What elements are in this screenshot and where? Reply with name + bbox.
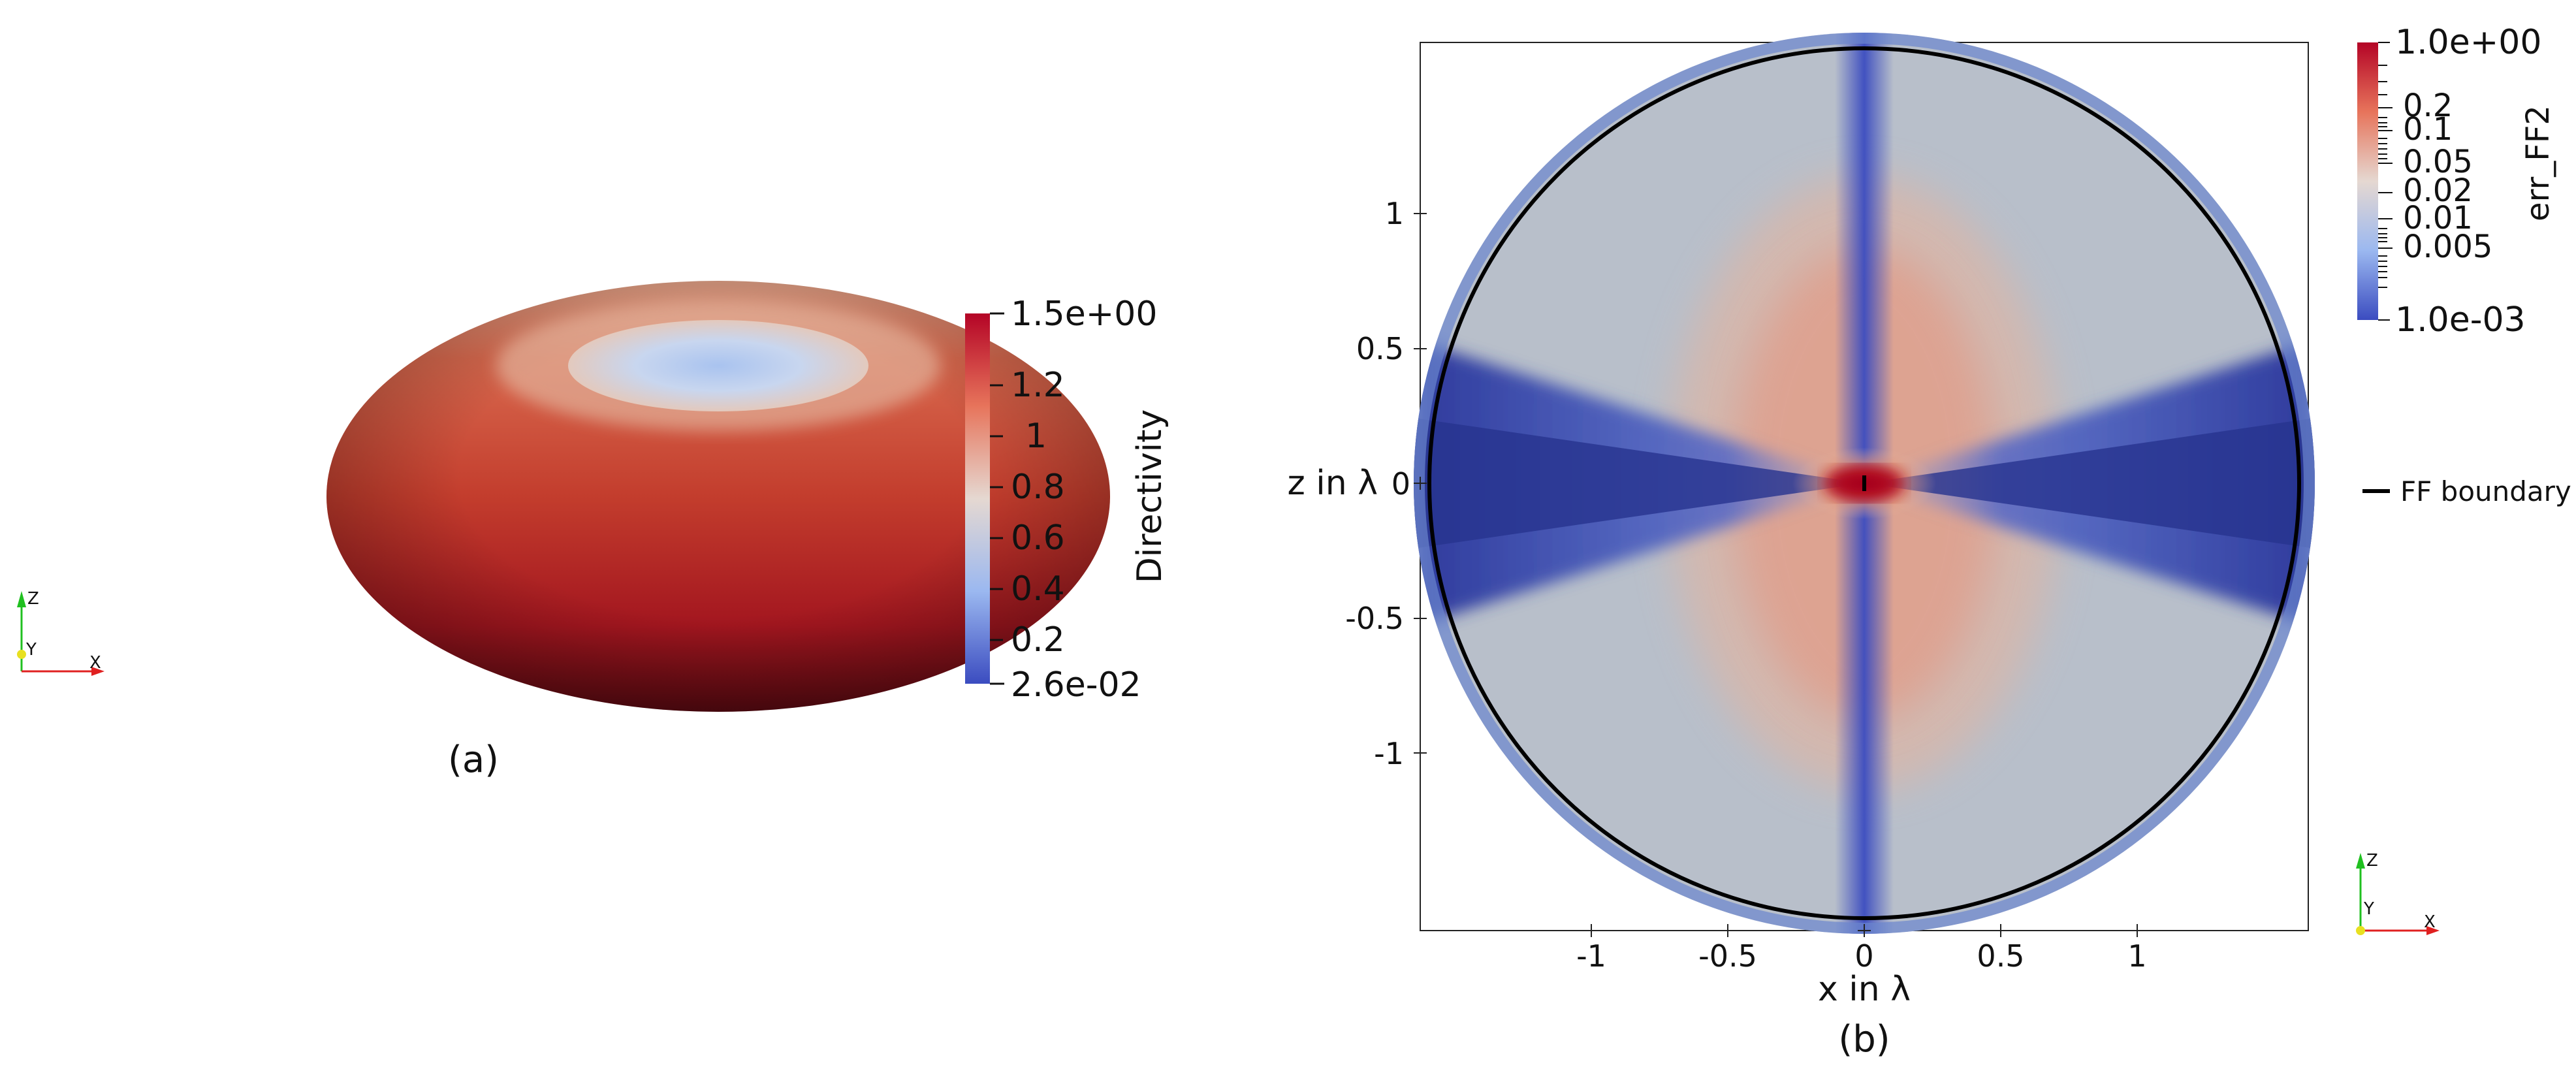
x-tick-label: -0.5 — [1698, 938, 1757, 974]
torus-hole — [568, 320, 868, 411]
colorbar-a-tick-label: 1.2 — [1011, 366, 1065, 405]
axis-z-label: Z — [2366, 851, 2378, 870]
colorbar-b-bottom-label: 1.0e-03 — [2395, 300, 2526, 340]
x-tick-label: 0.5 — [1977, 938, 2024, 974]
colorbar-a-tick-label: 0.6 — [1011, 519, 1065, 558]
colorbar-b-tick-label: 0.02 — [2403, 172, 2473, 209]
y-tick-label: 1 — [1385, 196, 1404, 231]
colorbar-a-title: Directivity — [1130, 409, 1169, 584]
colorbar-a-gradient — [965, 313, 990, 684]
colorbar-b-title: err_FF2 — [2520, 105, 2556, 221]
colorbar-a-tick-label: 1 — [1025, 417, 1047, 456]
axis-x-label: X — [89, 653, 101, 673]
panel-a: Z Y X 1.5e+00 1.2 1 0.8 0.6 0.4 0.2 — [17, 281, 1169, 781]
x-tick-label: 1 — [2127, 938, 2146, 974]
axis-z-label: Z — [27, 589, 39, 609]
colorbar-a-top-label: 1.5e+00 — [1011, 295, 1157, 334]
axis-x-label: X — [2424, 912, 2436, 932]
colorbar-a-tick-label: 0.2 — [1011, 620, 1065, 660]
colorbar-b-gradient — [2357, 42, 2378, 320]
y-tick-label: -1 — [1374, 736, 1404, 771]
orientation-axes-a: Z Y X — [17, 589, 104, 676]
colorbar-b-top-label: 1.0e+00 — [2395, 23, 2541, 62]
caption-b: (b) — [1838, 1018, 1890, 1061]
colorbar-a-bottom-label: 2.6e-02 — [1011, 665, 1141, 705]
caption-a: (a) — [448, 739, 499, 781]
legend-b: FF boundary — [2362, 475, 2571, 507]
directivity-torus — [326, 281, 1110, 712]
y-tick-label: -0.5 — [1345, 601, 1404, 636]
x-axis-title: x in λ — [1818, 970, 1911, 1009]
colorbar-b-tick-label: 0.1 — [2403, 111, 2453, 148]
axis-y-label: Y — [25, 640, 37, 660]
colorbar-b-tick-label: 0.2 — [2403, 88, 2453, 124]
colorbar-b-tick-label: 0.01 — [2403, 200, 2473, 236]
colorbar-b-tick-label: 0.05 — [2403, 144, 2473, 180]
colorbar-b: 1.0e+00 0.2 0.1 0.05 0.02 0.01 0.005 1.0… — [2357, 23, 2556, 340]
y-tick-label: 0 — [1391, 466, 1410, 502]
x-tick-label: -1 — [1576, 938, 1606, 974]
colorbar-a: 1.5e+00 1.2 1 0.8 0.6 0.4 0.2 2.6e-02 Di… — [965, 295, 1169, 705]
orientation-axes-b: Z Y X — [2356, 851, 2440, 935]
axis-y-label: Y — [2363, 899, 2374, 919]
colorbar-a-tick-label: 0.8 — [1011, 468, 1065, 507]
legend-label: FF boundary — [2400, 475, 2571, 507]
colorbar-a-tick-label: 0.4 — [1011, 569, 1065, 609]
y-tick-label: 0.5 — [1356, 331, 1404, 366]
panel-b: -1 -0.5 0 0.5 1 x in λ 1 0.5 0 -0.5 -1 z… — [1287, 23, 2571, 1061]
colorbar-b-tick-label: 0.005 — [2403, 229, 2492, 265]
ff-boundary-circle — [1427, 46, 2301, 920]
y-axis-title: z in λ — [1287, 464, 1378, 503]
x-tick-label: 0 — [1854, 938, 1873, 974]
